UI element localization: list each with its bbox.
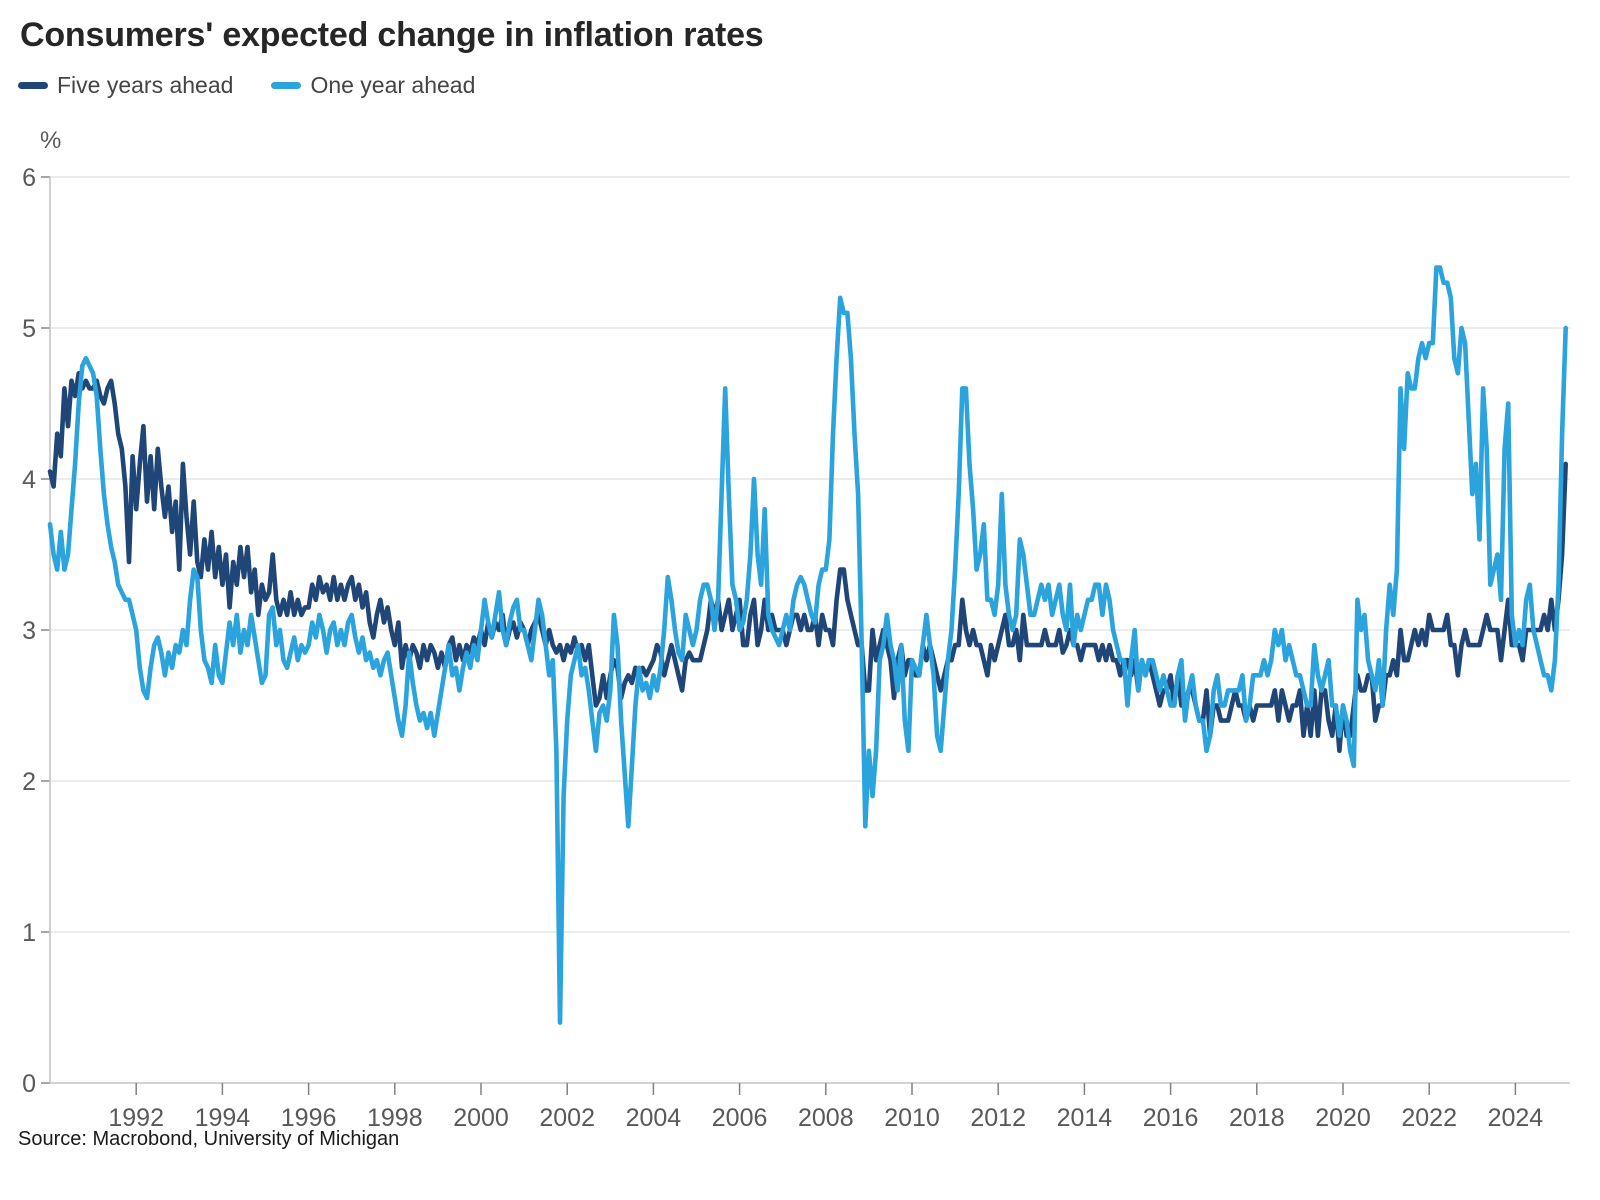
y-tick-label: 3 — [22, 617, 36, 645]
x-tick-label: 2010 — [884, 1104, 940, 1132]
source-note: Source: Macrobond, University of Michiga… — [18, 1128, 400, 1150]
y-tick-label: 6 — [22, 164, 36, 192]
x-tick-label: 1996 — [281, 1104, 337, 1132]
y-tick-label: 1 — [22, 919, 36, 947]
five-years-ahead-swatch-icon — [18, 82, 48, 89]
x-tick-label: 2018 — [1229, 1104, 1285, 1132]
y-tick-label: 5 — [22, 315, 36, 343]
x-tick-label: 1998 — [367, 1104, 423, 1132]
x-tick-label: 2024 — [1488, 1104, 1544, 1132]
x-tick-label: 2004 — [626, 1104, 682, 1132]
legend-item-one-year-ahead: One year ahead — [271, 72, 475, 99]
y-axis-unit-label: % — [40, 127, 61, 154]
page-title: Consumers' expected change in inflation … — [20, 16, 764, 54]
legend: Five years ahead One year ahead — [18, 72, 475, 99]
x-tick-label: 2014 — [1057, 1104, 1113, 1132]
x-tick-label: 2000 — [453, 1104, 509, 1132]
legend-item-five-years-ahead: Five years ahead — [18, 72, 233, 99]
x-axis: 1992 1994 1996 1998 2000 2002 2004 2006 2008 2010… — [108, 1083, 1543, 1132]
chart-canvas: 0 1 2 3 4 5 6% 1992 1994 1996 1998 2000 2002 2004 2006… — [22, 127, 1570, 1132]
x-tick-label: 1992 — [108, 1104, 164, 1132]
gridlines — [41, 176, 1570, 1084]
x-tick-label: 2012 — [970, 1104, 1026, 1132]
legend-label-five-years-ahead: Five years ahead — [57, 72, 234, 98]
y-tick-label: 0 — [22, 1070, 36, 1098]
x-tick-label: 2016 — [1143, 1104, 1199, 1132]
series-line-one-year-ahead — [47, 265, 1568, 1025]
series-line-five-years-ahead — [47, 370, 1568, 754]
x-tick-label: 2008 — [798, 1104, 854, 1132]
x-tick-label: 2020 — [1315, 1104, 1371, 1132]
y-tick-label: 4 — [22, 466, 36, 494]
x-tick-label: 2002 — [539, 1104, 595, 1132]
one-year-ahead-swatch-icon — [271, 82, 302, 89]
x-tick-label: 2006 — [712, 1104, 768, 1132]
x-tick-label: 2022 — [1401, 1104, 1457, 1132]
legend-label-one-year-ahead: One year ahead — [310, 72, 476, 98]
x-tick-label: 1994 — [195, 1104, 251, 1132]
y-axis-labels: 0 1 2 3 4 5 6 — [22, 164, 36, 1098]
y-tick-label: 2 — [22, 768, 36, 796]
